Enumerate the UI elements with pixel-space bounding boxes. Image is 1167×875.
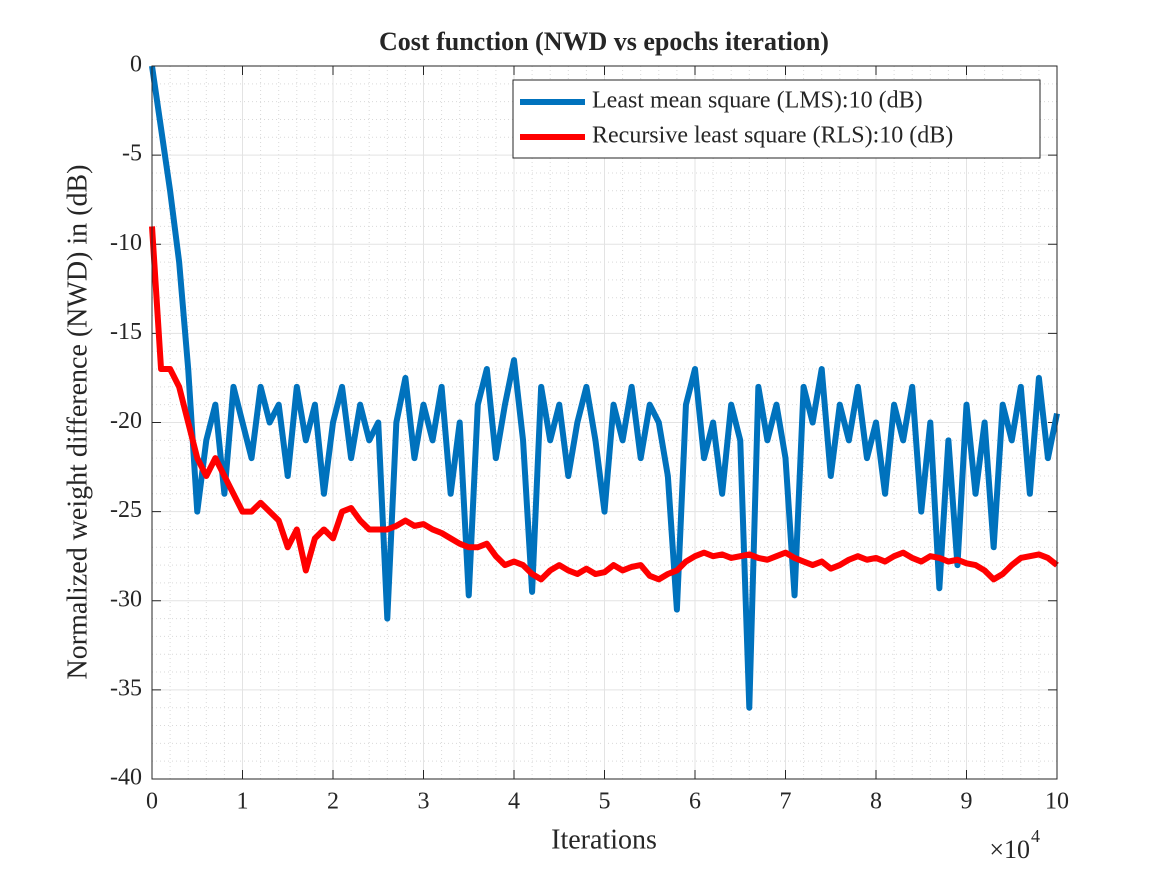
- x-tick-label: 0: [146, 789, 158, 815]
- y-tick-label: 0: [130, 52, 142, 78]
- x-tick-label: 9: [961, 789, 973, 815]
- legend-box: [512, 79, 1041, 159]
- x-multiplier-base: ×10: [989, 835, 1030, 864]
- x-tick-label: 2: [327, 789, 339, 815]
- x-axis-label: Iterations: [551, 824, 657, 855]
- y-tick-label: -35: [110, 675, 142, 701]
- x-tick-label: 5: [599, 789, 611, 815]
- y-tick-label: -25: [110, 497, 142, 523]
- x-tick-label: 10: [1045, 789, 1069, 815]
- x-tick-label: 1: [237, 789, 249, 815]
- x-tick-label: 3: [418, 789, 430, 815]
- y-tick-label: -15: [110, 319, 142, 345]
- y-tick-label: -30: [110, 586, 142, 612]
- x-tick-label: 6: [689, 789, 701, 815]
- axes-box: [151, 65, 1058, 780]
- legend-label: Recursive least square (RLS):10 (dB): [592, 123, 953, 149]
- x-tick-label: 8: [870, 789, 882, 815]
- x-tick-label: 4: [508, 789, 520, 815]
- y-axis-label: Normalized weight difference (NWD) in (d…: [62, 165, 93, 680]
- x-multiplier-exponent: 4: [1031, 826, 1040, 846]
- legend-label: Least mean square (LMS):10 (dB): [592, 88, 923, 114]
- line-series: [149, 226, 1059, 583]
- y-tick-label: -10: [110, 230, 142, 256]
- x-tick-label: 7: [780, 789, 792, 815]
- y-tick-label: -40: [110, 765, 142, 791]
- line-series: [149, 65, 1060, 711]
- y-tick-label: -20: [110, 408, 142, 434]
- chart-title: Cost function (NWD vs epochs iteration): [379, 27, 829, 56]
- y-tick-label: -5: [122, 141, 142, 167]
